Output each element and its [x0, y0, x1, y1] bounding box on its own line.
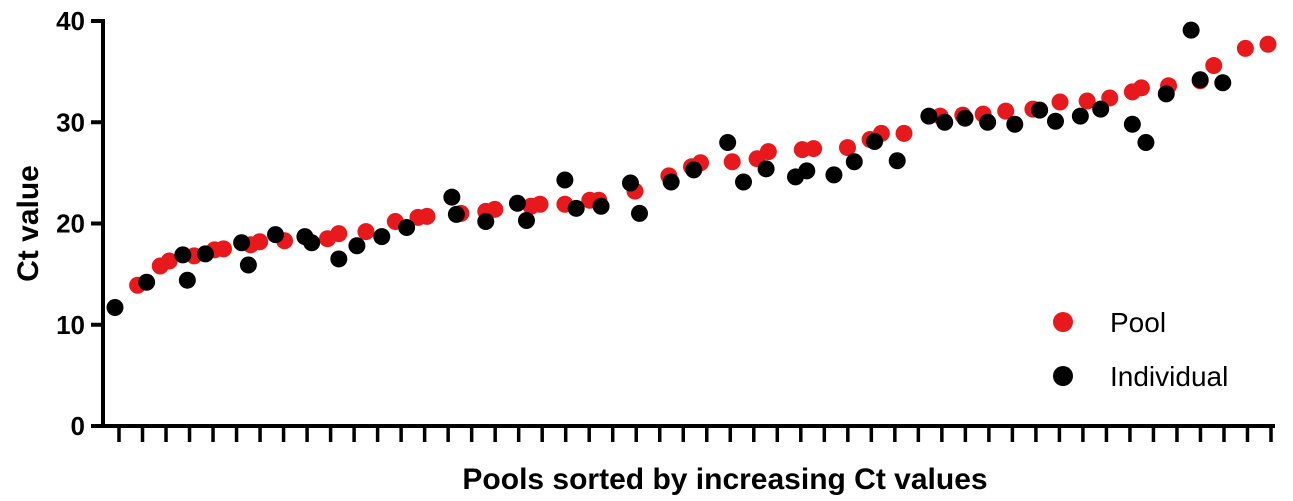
individual-point: [174, 246, 192, 264]
individual-point: [757, 160, 775, 178]
individual-point: [1214, 74, 1232, 92]
individual-point: [1071, 107, 1089, 125]
data-points: [106, 21, 1277, 317]
pool-point: [1132, 79, 1150, 97]
individual-point: [106, 299, 124, 317]
axes: [101, 19, 1275, 428]
individual-point: [1123, 115, 1141, 133]
individual-point: [825, 166, 843, 184]
individual-point: [196, 245, 214, 263]
y-tick-label: 40: [56, 6, 85, 36]
pool-point: [723, 153, 741, 171]
pool-point: [1259, 35, 1277, 53]
pool-point: [418, 207, 436, 225]
pool-point: [838, 139, 856, 157]
individual-point: [1157, 85, 1175, 103]
individual-point: [719, 134, 737, 151]
y-axis-title: Ct value: [12, 165, 45, 282]
individual-point: [1182, 21, 1200, 39]
pool-point: [805, 140, 823, 158]
individual-point: [866, 132, 884, 150]
pool-point: [357, 223, 375, 241]
pool-point: [531, 195, 549, 213]
legend-marker-individual: [1053, 366, 1073, 386]
pool-point: [1051, 93, 1069, 111]
legend: Pool Individual: [1053, 307, 1228, 392]
pool-point: [1078, 92, 1096, 110]
individual-point: [398, 219, 416, 237]
individual-point: [348, 237, 366, 255]
y-tick-label: 30: [56, 107, 85, 137]
individual-point: [517, 211, 535, 229]
individual-point: [1006, 115, 1024, 133]
pool-point: [895, 124, 913, 142]
pool-point: [330, 225, 348, 243]
pool-point: [1236, 39, 1254, 57]
individual-point: [592, 197, 610, 215]
x-axis-ticks: [117, 426, 1273, 442]
individual-point: [888, 152, 906, 170]
legend-label-pool: Pool: [1110, 307, 1166, 338]
individual-point: [621, 174, 639, 192]
individual-point: [556, 171, 574, 189]
pool-point: [251, 233, 269, 251]
individual-point: [920, 107, 938, 125]
individual-point: [734, 173, 752, 191]
legend-marker-pool: [1053, 312, 1073, 332]
individual-point: [267, 226, 285, 244]
legend-label-individual: Individual: [1110, 361, 1228, 392]
pool-point: [486, 200, 504, 218]
individual-point: [233, 234, 251, 252]
individual-point: [178, 271, 196, 289]
individual-point: [508, 194, 526, 212]
x-axis-title: Pools sorted by increasing Ct values: [462, 463, 987, 496]
individual-point: [567, 199, 585, 217]
individual-point: [1137, 134, 1155, 151]
individual-point: [798, 162, 816, 180]
individual-point: [443, 188, 461, 206]
individual-point: [1191, 71, 1209, 89]
pool-point: [759, 143, 777, 161]
y-tick-label: 10: [56, 310, 85, 340]
individual-point: [1046, 112, 1064, 130]
y-tick-label: 20: [56, 209, 85, 239]
individual-point: [631, 204, 649, 222]
individual-point: [979, 113, 997, 131]
individual-point: [239, 256, 257, 274]
y-tick-label: 0: [71, 411, 85, 441]
pool-point: [215, 240, 233, 258]
individual-point: [1031, 101, 1049, 119]
individual-point: [330, 250, 348, 268]
pool-point: [160, 252, 178, 270]
individual-point: [447, 205, 465, 223]
individual-point: [845, 153, 863, 171]
individual-point: [685, 161, 703, 179]
pool-point: [997, 102, 1015, 120]
individual-point: [956, 109, 974, 127]
individual-point: [1092, 100, 1110, 118]
y-axis-ticks: 0 10 20 30 40: [56, 6, 103, 441]
individual-point: [373, 228, 391, 246]
pool-point: [1205, 57, 1223, 75]
individual-point: [477, 212, 495, 230]
individual-point: [138, 273, 156, 291]
individual-point: [303, 234, 321, 252]
individual-point: [662, 173, 680, 191]
individual-point: [936, 113, 954, 131]
